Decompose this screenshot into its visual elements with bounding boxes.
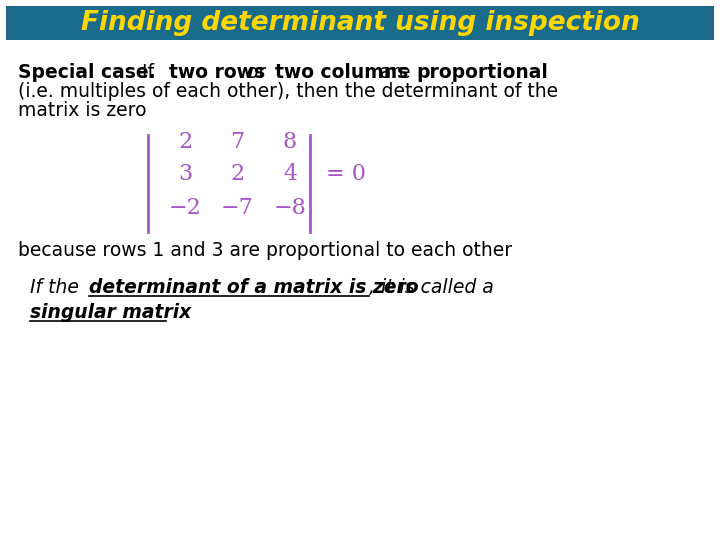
Text: 3: 3 bbox=[178, 163, 192, 185]
Text: −7: −7 bbox=[220, 197, 253, 219]
FancyBboxPatch shape bbox=[6, 6, 714, 40]
Text: 2: 2 bbox=[230, 163, 244, 185]
Text: 4: 4 bbox=[283, 163, 297, 185]
Text: or: or bbox=[241, 63, 273, 82]
Text: If the: If the bbox=[30, 278, 85, 297]
Text: because rows 1 and 3 are proportional to each other: because rows 1 and 3 are proportional to… bbox=[18, 241, 512, 260]
Text: −2: −2 bbox=[168, 197, 202, 219]
Text: 2: 2 bbox=[178, 131, 192, 153]
Text: 8: 8 bbox=[283, 131, 297, 153]
Text: −8: −8 bbox=[274, 197, 307, 219]
Text: Finding determinant using inspection: Finding determinant using inspection bbox=[81, 10, 639, 36]
Text: , it is called a: , it is called a bbox=[369, 278, 494, 297]
Text: 7: 7 bbox=[230, 131, 244, 153]
Text: = 0: = 0 bbox=[326, 163, 366, 185]
Text: two columns: two columns bbox=[275, 63, 408, 82]
Text: If: If bbox=[135, 63, 160, 82]
Text: (i.e. multiples of each other), then the determinant of the: (i.e. multiples of each other), then the… bbox=[18, 82, 558, 101]
Text: proportional: proportional bbox=[416, 63, 548, 82]
Text: determinant of a matrix is zero: determinant of a matrix is zero bbox=[89, 278, 418, 297]
Text: singular matrix: singular matrix bbox=[30, 303, 192, 322]
Text: matrix is zero: matrix is zero bbox=[18, 101, 146, 120]
Text: Special case.: Special case. bbox=[18, 63, 156, 82]
Text: two rows: two rows bbox=[169, 63, 265, 82]
Text: are: are bbox=[374, 63, 417, 82]
